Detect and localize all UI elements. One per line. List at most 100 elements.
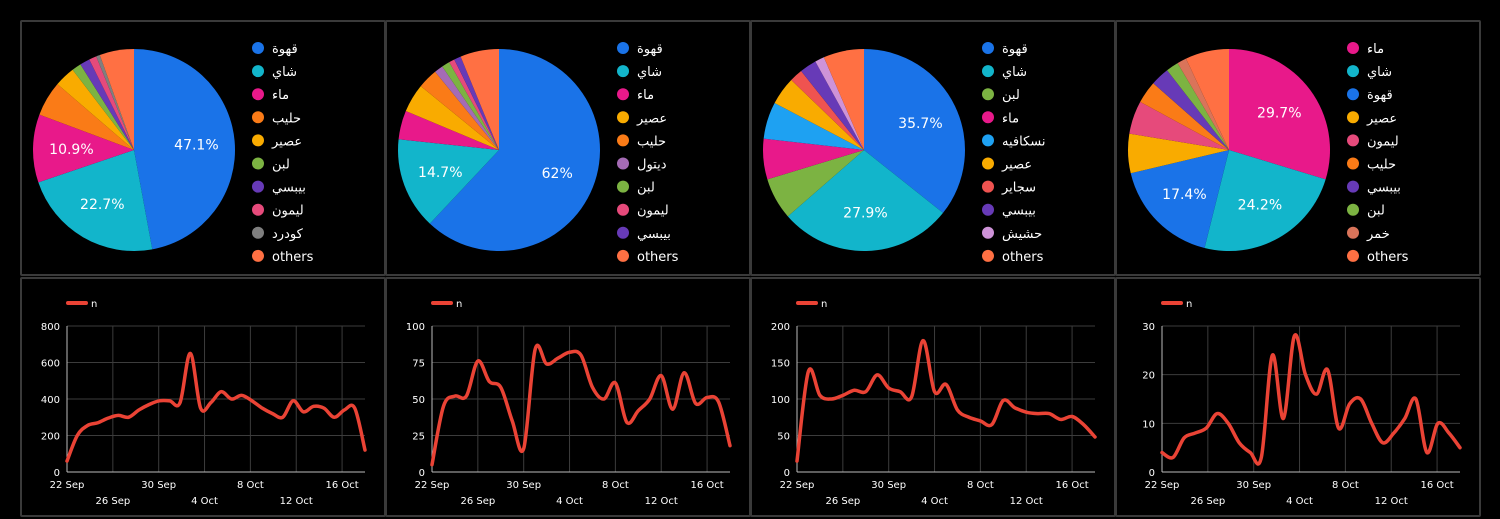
- pie-2-slice-2[interactable]: [398, 139, 499, 224]
- pie-3-slice-8[interactable]: [801, 61, 864, 150]
- pie-2-legend-label-3[interactable]: ماء: [637, 88, 654, 103]
- pie-3-slice-6[interactable]: [774, 79, 864, 150]
- line-3-legend-label[interactable]: n: [821, 299, 827, 310]
- pie-2-slice-4[interactable]: [405, 86, 499, 150]
- line-panel-1: n 0 200 400 600 800 22 Sep 30 Sep 8 Oct 16 Oct 26 …: [20, 277, 386, 517]
- line-4-legend-label[interactable]: n: [1186, 299, 1192, 310]
- pie-1-legend-swatch-8: [252, 203, 264, 216]
- pie-2-legend-label-8[interactable]: ليمون: [637, 204, 669, 219]
- pie-4-legend-label-8[interactable]: لبن: [1367, 204, 1385, 219]
- pie-2-slice-8[interactable]: [449, 59, 499, 150]
- pie-1-slice-7[interactable]: [80, 59, 134, 150]
- pie-1-slice-8[interactable]: [89, 56, 134, 150]
- pie-2-legend-label-9[interactable]: بيبسي: [637, 227, 671, 242]
- pie-2-legend-label-1[interactable]: قهوة: [637, 42, 663, 57]
- pie-2-legend-label-6[interactable]: ديتول: [637, 158, 667, 173]
- pie-1-legend-label-4[interactable]: حليب: [272, 111, 301, 126]
- pie-4-slice-8[interactable]: [1167, 63, 1229, 150]
- pie-1-legend-label-9[interactable]: كودرد: [272, 227, 304, 242]
- pie-1-legend-swatch-9: [252, 226, 264, 239]
- line-3-series-n[interactable]: [795, 338, 1097, 463]
- line-1-xtick-row1-2: 30 Sep: [141, 480, 176, 491]
- pie-2-legend-label-5[interactable]: حليب: [637, 134, 666, 149]
- pie-4-legend-label-6[interactable]: حليب: [1367, 158, 1396, 173]
- pie-1-legend-label-7[interactable]: بيبسي: [272, 181, 306, 196]
- pie-4-legend-swatch-8: [1347, 203, 1359, 216]
- pie-1-legend-label-1[interactable]: قهوة: [272, 42, 298, 57]
- pie-3-legend-label-6[interactable]: عصير: [1001, 158, 1032, 173]
- pie-4-slice-6[interactable]: [1140, 83, 1229, 150]
- pie-1-slice-5[interactable]: [57, 69, 134, 150]
- pie-3-legend-label-3[interactable]: لبن: [1002, 88, 1020, 103]
- pie-3-legend-swatch-2: [982, 65, 994, 78]
- pie-1-legend-label-3[interactable]: ماء: [272, 88, 289, 103]
- pie-3-slice-7[interactable]: [791, 70, 864, 150]
- line-2-series-n[interactable]: [430, 343, 732, 467]
- pie-3-legend-label-10[interactable]: others: [1002, 250, 1044, 265]
- pie-3-legend-label-4[interactable]: ماء: [1002, 111, 1019, 126]
- pie-1-legend-label-8[interactable]: ليمون: [272, 204, 304, 219]
- pie-1-slice-2[interactable]: [38, 150, 153, 252]
- pie-3-legend-label-8[interactable]: بيبسي: [1002, 204, 1036, 219]
- pie-3-legend-label-9[interactable]: حشيش: [1002, 227, 1042, 242]
- pie-1-legend-label-5[interactable]: عصير: [271, 134, 302, 149]
- pie-2-slice-1[interactable]: [429, 49, 600, 251]
- pie-1-legend-label-6[interactable]: لبن: [272, 158, 290, 173]
- pie-3-slice-2[interactable]: [787, 150, 944, 252]
- pie-1-slice-9[interactable]: [96, 54, 134, 150]
- line-2-legend-label[interactable]: n: [456, 299, 462, 310]
- pie-4-legend-swatch-5: [1347, 134, 1359, 147]
- line-1-series-n[interactable]: [65, 351, 367, 463]
- pie-2-slice-3[interactable]: [398, 111, 499, 150]
- pie-2-slice-7[interactable]: [442, 62, 499, 150]
- pie-2-slice-10[interactable]: [460, 49, 499, 150]
- pie-4-legend-label-2[interactable]: شاي: [1367, 65, 1392, 80]
- pie-4-legend-label-10[interactable]: others: [1367, 250, 1409, 265]
- pie-4-legend-label-9[interactable]: خمر: [1366, 227, 1390, 242]
- pie-4-slice-7[interactable]: [1153, 70, 1229, 150]
- pie-4-slice-2[interactable]: [1204, 150, 1326, 251]
- pie-4-slice-4[interactable]: [1127, 133, 1229, 174]
- line-4-series-n[interactable]: [1160, 333, 1462, 466]
- pie-2-legend-swatch-1: [617, 42, 629, 54]
- pie-1-slice-1[interactable]: [134, 49, 236, 250]
- pie-1-slice-10[interactable]: [99, 49, 134, 150]
- pie-4-legend-label-4[interactable]: عصير: [1366, 111, 1397, 126]
- line-chart-4: n 0 10 20 30 22 Sep 30 Sep 8 Oct 16 Oct 26 Sep 4 O…: [1142, 299, 1462, 507]
- line-3-xtick-row1-4: 16 Oct: [1055, 480, 1088, 491]
- pie-2-legend-label-7[interactable]: لبن: [637, 181, 655, 196]
- pie-1-slice-4[interactable]: [39, 84, 134, 150]
- pie-2-slice-9[interactable]: [454, 56, 499, 150]
- pie-1-slice-6[interactable]: [72, 64, 134, 150]
- pie-3-slice-3[interactable]: [767, 150, 864, 217]
- pie-4-slice-5[interactable]: [1129, 101, 1229, 150]
- pie-4-legend-label-5[interactable]: ليمون: [1367, 134, 1399, 149]
- pie-2-slice-5[interactable]: [420, 71, 499, 150]
- pie-3-legend-label-5[interactable]: نسكافيه: [1002, 134, 1045, 149]
- pie-3-slice-4[interactable]: [763, 138, 864, 180]
- line-1-legend-label[interactable]: n: [91, 299, 97, 310]
- pie-3-legend-label-2[interactable]: شاي: [1002, 65, 1027, 80]
- pie-4-legend-label-3[interactable]: قهوة: [1367, 88, 1393, 103]
- pie-3-slice-5[interactable]: [763, 103, 864, 150]
- pie-4-slice-9[interactable]: [1177, 58, 1229, 150]
- pie-4-slice-label-2: 24.2%: [1238, 198, 1282, 214]
- pie-4-slice-3[interactable]: [1130, 150, 1229, 248]
- pie-3-legend-label-1[interactable]: قهوة: [1002, 42, 1028, 57]
- pie-1-legend-label-2[interactable]: شاي: [272, 65, 297, 80]
- pie-4-legend-label-1[interactable]: ماء: [1367, 42, 1384, 57]
- pie-2-legend-label-10[interactable]: others: [637, 250, 679, 265]
- pie-3-legend-label-7[interactable]: سجاير: [1001, 181, 1036, 196]
- pie-3-slice-10[interactable]: [823, 49, 864, 150]
- line-2-xtick-row2-3: 12 Oct: [645, 496, 678, 507]
- pie-4-legend-label-7[interactable]: بيبسي: [1367, 181, 1401, 196]
- pie-3-slice-1[interactable]: [864, 49, 965, 213]
- pie-2-slice-6[interactable]: [435, 66, 499, 150]
- pie-1-legend-label-10[interactable]: others: [272, 250, 314, 265]
- pie-2-legend-label-4[interactable]: عصير: [636, 111, 667, 126]
- pie-2-legend-label-2[interactable]: شاي: [637, 65, 662, 80]
- pie-4-slice-1[interactable]: [1229, 49, 1331, 180]
- pie-3-slice-9[interactable]: [815, 57, 864, 151]
- pie-1-slice-3[interactable]: [32, 114, 134, 183]
- pie-4-slice-10[interactable]: [1186, 49, 1229, 150]
